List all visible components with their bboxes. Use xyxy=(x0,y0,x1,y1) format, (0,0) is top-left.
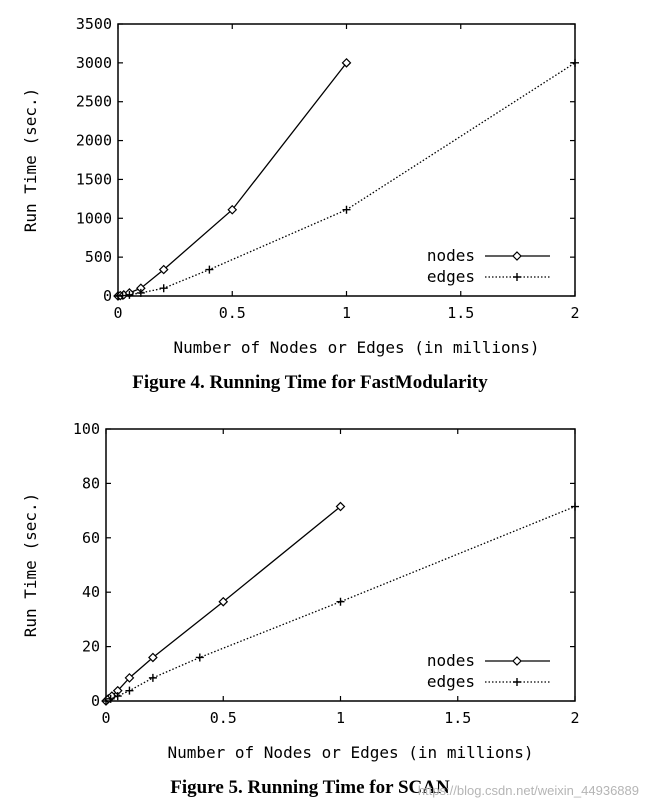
x-tick-label: 2 xyxy=(570,304,579,322)
figure-5-caption: Figure 5. Running Time for SCAN xyxy=(170,777,450,798)
data-point-edges xyxy=(571,58,579,67)
series-line-nodes xyxy=(117,62,348,297)
chart-scan-plot: 0 20 40 60 80 100 0 0.5 1 1.5 2 Number of Nodes or … xyxy=(21,420,580,762)
y-tick-label: 100 xyxy=(73,420,100,438)
data-point-edges xyxy=(118,291,127,300)
y-axis-label: Run Time (sec.) xyxy=(21,493,40,638)
legend-label-nodes: nodes xyxy=(427,246,475,265)
data-point-nodes xyxy=(227,204,238,215)
y-tick-label: 0 xyxy=(103,287,112,305)
plot-frame xyxy=(105,428,576,702)
legend-label-edges: edges xyxy=(427,672,475,691)
data-point-nodes xyxy=(124,673,135,683)
legend-marker-nodes xyxy=(512,656,522,666)
x-axis-label: Number of Nodes or Edges (in millions) xyxy=(167,743,533,762)
x-tick-label: 1 xyxy=(336,709,345,727)
x-tick-label: 1.5 xyxy=(444,709,471,727)
data-point-edges xyxy=(125,290,134,299)
legend-marker-edges xyxy=(513,273,521,281)
x-tick-label: 1.5 xyxy=(447,304,474,322)
data-point-edges xyxy=(102,697,110,705)
x-tick-label: 2 xyxy=(570,709,579,727)
data-point-edges xyxy=(571,502,579,511)
y-tick-label: 1500 xyxy=(76,170,112,188)
series-line-edges xyxy=(105,505,576,702)
data-point-nodes xyxy=(158,264,169,275)
x-tick-label: 0 xyxy=(101,709,110,727)
legend-marker-nodes xyxy=(512,251,522,261)
chart-fastmodularity-plot: 0 500 1000 1500 2000 2500 3000 3500 0 0.5 1 1.5 2 Num… xyxy=(21,15,580,357)
data-point-nodes xyxy=(341,58,352,68)
data-point-edges xyxy=(125,686,134,695)
legend-marker-edges xyxy=(513,678,521,686)
y-tick-label: 80 xyxy=(82,474,100,492)
data-point-nodes xyxy=(148,652,158,663)
y-tick-label: 1000 xyxy=(76,209,112,227)
legend-label-nodes: nodes xyxy=(427,651,475,670)
data-point-edges xyxy=(136,288,145,297)
y-tick-label: 0 xyxy=(91,692,100,710)
x-tick-label: 1 xyxy=(342,304,351,322)
data-point-nodes xyxy=(335,501,346,512)
y-tick-label: 500 xyxy=(85,248,112,266)
watermark: https://blog.csdn.net/weixin_44936889 xyxy=(417,783,639,798)
y-tick-label: 20 xyxy=(82,638,100,656)
legend-label-edges: edges xyxy=(427,267,475,286)
data-point-edges xyxy=(195,653,204,662)
y-axis-label: Run Time (sec.) xyxy=(21,88,40,233)
data-point-edges xyxy=(106,694,115,703)
data-point-nodes xyxy=(218,596,229,607)
y-tick-label: 40 xyxy=(82,583,100,601)
figure-4-caption: Figure 4. Running Time for FastModularit… xyxy=(132,372,488,393)
chart-scan: 0 20 40 60 80 100 0 0.5 1 1.5 2 Number of Nodes or … xyxy=(0,405,649,810)
data-point-edges xyxy=(148,673,157,682)
y-tick-label: 3000 xyxy=(76,54,112,72)
series-line-edges xyxy=(117,62,576,297)
data-point-nodes xyxy=(107,691,117,701)
y-tick-label: 3500 xyxy=(76,15,112,33)
x-tick-label: 0.5 xyxy=(210,709,237,727)
data-point-edges xyxy=(113,692,122,701)
data-point-edges xyxy=(205,265,214,274)
data-point-edges xyxy=(336,597,345,606)
x-tick-label: 0 xyxy=(113,304,122,322)
x-tick-label: 0.5 xyxy=(219,304,246,322)
data-point-edges xyxy=(342,205,351,214)
chart-fastmodularity: 0 500 1000 1500 2000 2500 3000 3500 0 0.5 1 1.5 2 Num… xyxy=(0,0,649,400)
x-axis-label: Number of Nodes or Edges (in millions) xyxy=(173,338,539,357)
data-point-edges xyxy=(159,284,168,293)
y-tick-label: 2500 xyxy=(76,93,112,111)
y-tick-label: 60 xyxy=(82,529,100,547)
y-tick-label: 2000 xyxy=(76,132,112,150)
